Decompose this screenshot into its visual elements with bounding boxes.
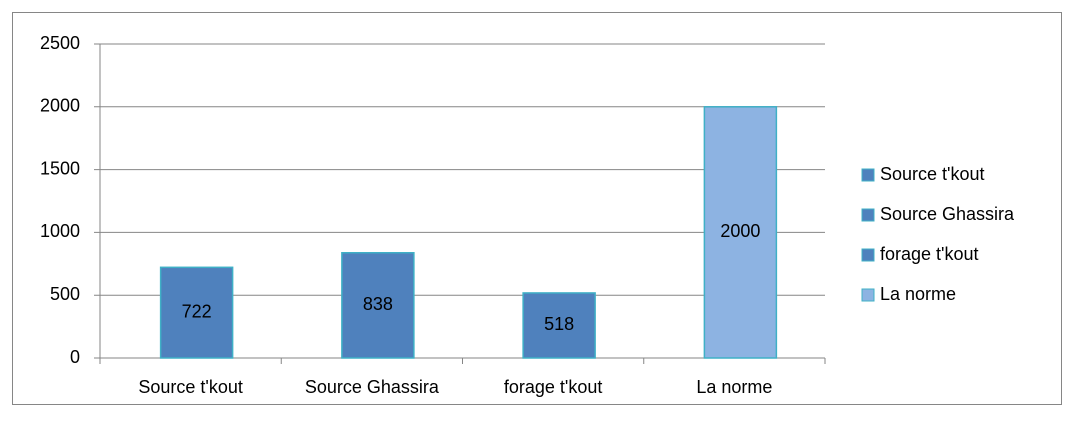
x-tick-label: Source Ghassira xyxy=(305,377,440,397)
y-tick-label: 0 xyxy=(70,347,80,367)
x-tick-label: Source t'kout xyxy=(138,377,243,397)
x-tick-label: La norme xyxy=(696,377,772,397)
legend-label: Source t'kout xyxy=(880,164,985,184)
x-tick-label: forage t'kout xyxy=(504,377,603,397)
value-label: 2000 xyxy=(720,221,760,241)
value-label: 838 xyxy=(363,294,393,314)
legend-label: forage t'kout xyxy=(880,244,979,264)
y-tick-label: 1500 xyxy=(40,158,80,178)
legend-swatch xyxy=(861,208,875,222)
legend-swatch xyxy=(861,168,875,182)
legend-swatch xyxy=(861,248,875,262)
legend-label: Source Ghassira xyxy=(880,204,1015,224)
bar xyxy=(703,106,778,359)
y-tick-label: 1000 xyxy=(40,221,80,241)
bar xyxy=(159,266,234,359)
value-label: 518 xyxy=(544,314,574,334)
bar xyxy=(341,251,415,359)
y-tick-label: 2000 xyxy=(40,96,80,116)
legend-swatch xyxy=(861,288,875,302)
y-tick-label: 2500 xyxy=(40,33,80,53)
y-tick-label: 500 xyxy=(50,284,80,304)
bar xyxy=(522,292,596,359)
value-label: 722 xyxy=(182,301,212,321)
legend-label: La norme xyxy=(880,284,956,304)
